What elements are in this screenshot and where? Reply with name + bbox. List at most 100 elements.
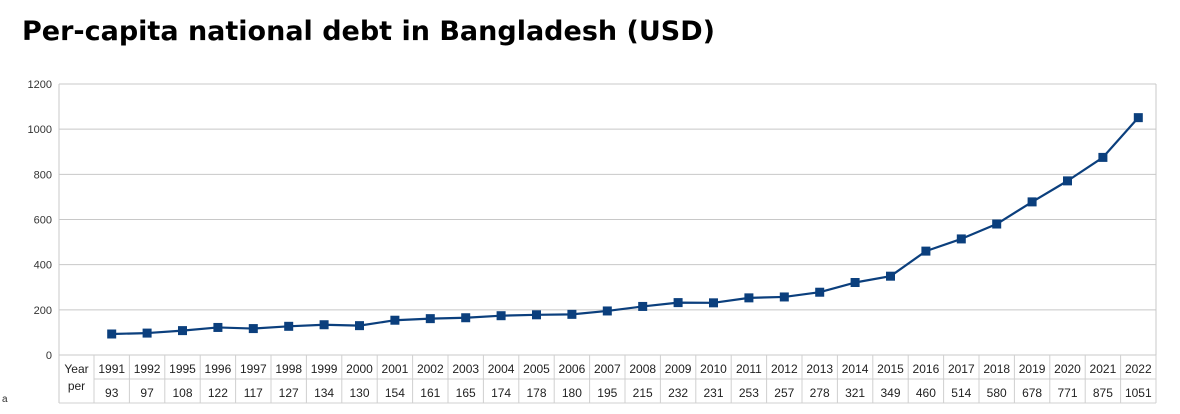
x-tick-label: 2022 bbox=[1125, 362, 1152, 376]
x-tick-label: 2013 bbox=[806, 362, 833, 376]
data-point bbox=[992, 219, 1002, 229]
data-label: 180 bbox=[562, 386, 582, 400]
series-line-path bbox=[111, 116, 1140, 336]
data-label: 232 bbox=[668, 386, 688, 400]
data-point bbox=[1063, 176, 1072, 186]
data-label: 215 bbox=[633, 386, 653, 400]
x-tick-label: 1999 bbox=[311, 362, 338, 376]
data-point bbox=[744, 293, 754, 303]
data-point bbox=[319, 320, 329, 330]
y-tick-label: 1200 bbox=[28, 79, 52, 91]
data-label: 134 bbox=[314, 386, 334, 400]
x-tick-label: 1991 bbox=[98, 362, 125, 376]
corner-label: a bbox=[2, 394, 8, 405]
data-label: 875 bbox=[1093, 386, 1113, 400]
x-tick-label: 2009 bbox=[665, 362, 692, 376]
x-tick-label: 2002 bbox=[417, 362, 444, 376]
x-tick-label: 2001 bbox=[382, 362, 409, 376]
data-label: 161 bbox=[420, 386, 440, 400]
y-tick-label: 800 bbox=[34, 169, 52, 181]
x-tick-label: 2016 bbox=[913, 362, 940, 376]
series-line bbox=[111, 116, 1140, 336]
x-tick-label: 1998 bbox=[275, 362, 302, 376]
x-tick-label: 1997 bbox=[240, 362, 267, 376]
y-axis-tick-labels: 0 200 400 600 800 1000 1200 bbox=[28, 79, 52, 362]
y-tick-label: 200 bbox=[34, 305, 52, 317]
x-tick-label: 1992 bbox=[134, 362, 161, 376]
data-point bbox=[248, 324, 258, 334]
data-point bbox=[284, 321, 294, 331]
data-point bbox=[142, 328, 152, 338]
x-tick-label: 2005 bbox=[523, 362, 550, 376]
data-label: 514 bbox=[951, 386, 971, 400]
data-point bbox=[213, 322, 223, 332]
x-tick-label: 2006 bbox=[559, 362, 586, 376]
data-table: 1991 93 1992 97 1995 108 1996 122 1997 117 1998 127… bbox=[59, 355, 1157, 404]
data-label: 349 bbox=[880, 386, 900, 400]
data-point bbox=[1098, 152, 1108, 162]
data-label: 127 bbox=[279, 386, 299, 400]
x-tick-label: 2018 bbox=[983, 362, 1010, 376]
x-tick-label: 2012 bbox=[771, 362, 798, 376]
data-label: 321 bbox=[845, 386, 865, 400]
y-tick-label: 0 bbox=[46, 350, 52, 362]
data-label: 174 bbox=[491, 386, 511, 400]
data-point bbox=[602, 306, 612, 316]
series-markers bbox=[107, 113, 1143, 339]
data-point bbox=[850, 278, 860, 288]
x-tick-label: 2003 bbox=[452, 362, 479, 376]
data-label: 460 bbox=[916, 386, 936, 400]
data-point bbox=[355, 321, 364, 331]
data-point bbox=[673, 298, 683, 308]
data-label: 257 bbox=[774, 386, 794, 400]
x-tick-label: 2010 bbox=[700, 362, 727, 376]
data-label: 580 bbox=[987, 386, 1007, 400]
x-tick-label: 2017 bbox=[948, 362, 975, 376]
data-label: 154 bbox=[385, 386, 405, 400]
x-tick-label: 2000 bbox=[346, 362, 373, 376]
data-point bbox=[886, 271, 895, 281]
data-label: 178 bbox=[526, 386, 546, 400]
x-tick-label: 1995 bbox=[169, 362, 196, 376]
data-point bbox=[532, 310, 541, 320]
data-label: 97 bbox=[140, 386, 154, 400]
data-point bbox=[496, 311, 506, 321]
data-point bbox=[178, 326, 187, 336]
data-label: 231 bbox=[703, 386, 723, 400]
data-point bbox=[921, 246, 931, 256]
data-point bbox=[390, 315, 400, 325]
x-tick-label: 2019 bbox=[1019, 362, 1046, 376]
data-point bbox=[567, 309, 577, 319]
table-row-header: per bbox=[68, 379, 85, 393]
x-tick-label: 2021 bbox=[1090, 362, 1117, 376]
data-point bbox=[425, 314, 435, 324]
data-label: 678 bbox=[1022, 386, 1042, 400]
x-tick-label: 2014 bbox=[842, 362, 869, 376]
x-tick-label: 2004 bbox=[488, 362, 515, 376]
x-tick-label: 2007 bbox=[594, 362, 621, 376]
data-point bbox=[815, 287, 825, 297]
data-label: 117 bbox=[244, 386, 263, 400]
data-label: 93 bbox=[105, 386, 119, 400]
data-label: 122 bbox=[208, 386, 228, 400]
data-label: 195 bbox=[597, 386, 617, 400]
data-point bbox=[107, 329, 117, 339]
data-point bbox=[709, 298, 718, 308]
data-point bbox=[638, 301, 648, 311]
data-label: 771 bbox=[1057, 386, 1077, 400]
x-tick-label: 2020 bbox=[1054, 362, 1081, 376]
y-tick-label: 1000 bbox=[28, 124, 52, 136]
gridlines bbox=[58, 83, 1157, 403]
data-label: 253 bbox=[739, 386, 759, 400]
x-tick-label: 2011 bbox=[736, 362, 762, 376]
x-tick-label: 2008 bbox=[629, 362, 656, 376]
x-tick-label: 2015 bbox=[877, 362, 904, 376]
y-tick-label: 400 bbox=[34, 260, 52, 272]
data-point bbox=[956, 234, 966, 244]
data-label: 1051 bbox=[1125, 386, 1152, 400]
data-point bbox=[1133, 113, 1143, 123]
data-label: 278 bbox=[810, 386, 830, 400]
data-point bbox=[1027, 197, 1037, 207]
data-label: 108 bbox=[172, 386, 192, 400]
